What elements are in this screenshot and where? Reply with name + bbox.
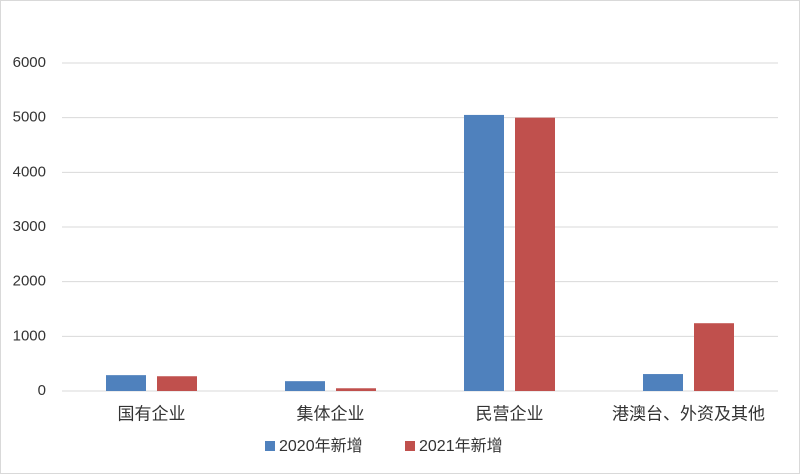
y-tick-label: 4000 bbox=[13, 163, 46, 180]
bar bbox=[643, 374, 683, 391]
y-tick-label: 3000 bbox=[13, 218, 46, 235]
bar bbox=[285, 381, 325, 391]
x-tick-label: 港澳台、外资及其他 bbox=[612, 404, 765, 423]
bar bbox=[336, 388, 376, 391]
legend-label: 2020年新增 bbox=[279, 437, 363, 455]
y-tick-label: 1000 bbox=[13, 327, 46, 344]
bar bbox=[106, 375, 146, 391]
y-tick-label: 5000 bbox=[13, 109, 46, 126]
x-tick-label: 民营企业 bbox=[476, 404, 544, 423]
legend-swatch bbox=[265, 441, 275, 451]
y-tick-label: 6000 bbox=[13, 54, 46, 71]
bar bbox=[515, 117, 555, 392]
legend-swatch bbox=[405, 441, 415, 451]
y-tick-label: 0 bbox=[38, 382, 46, 399]
x-tick-label: 国有企业 bbox=[118, 404, 186, 423]
y-tick-label: 2000 bbox=[13, 273, 46, 290]
legend-label: 2021年新增 bbox=[419, 437, 503, 455]
bar bbox=[464, 114, 504, 391]
bar bbox=[694, 323, 734, 391]
x-tick-label: 集体企业 bbox=[297, 404, 365, 423]
bar bbox=[157, 376, 197, 391]
